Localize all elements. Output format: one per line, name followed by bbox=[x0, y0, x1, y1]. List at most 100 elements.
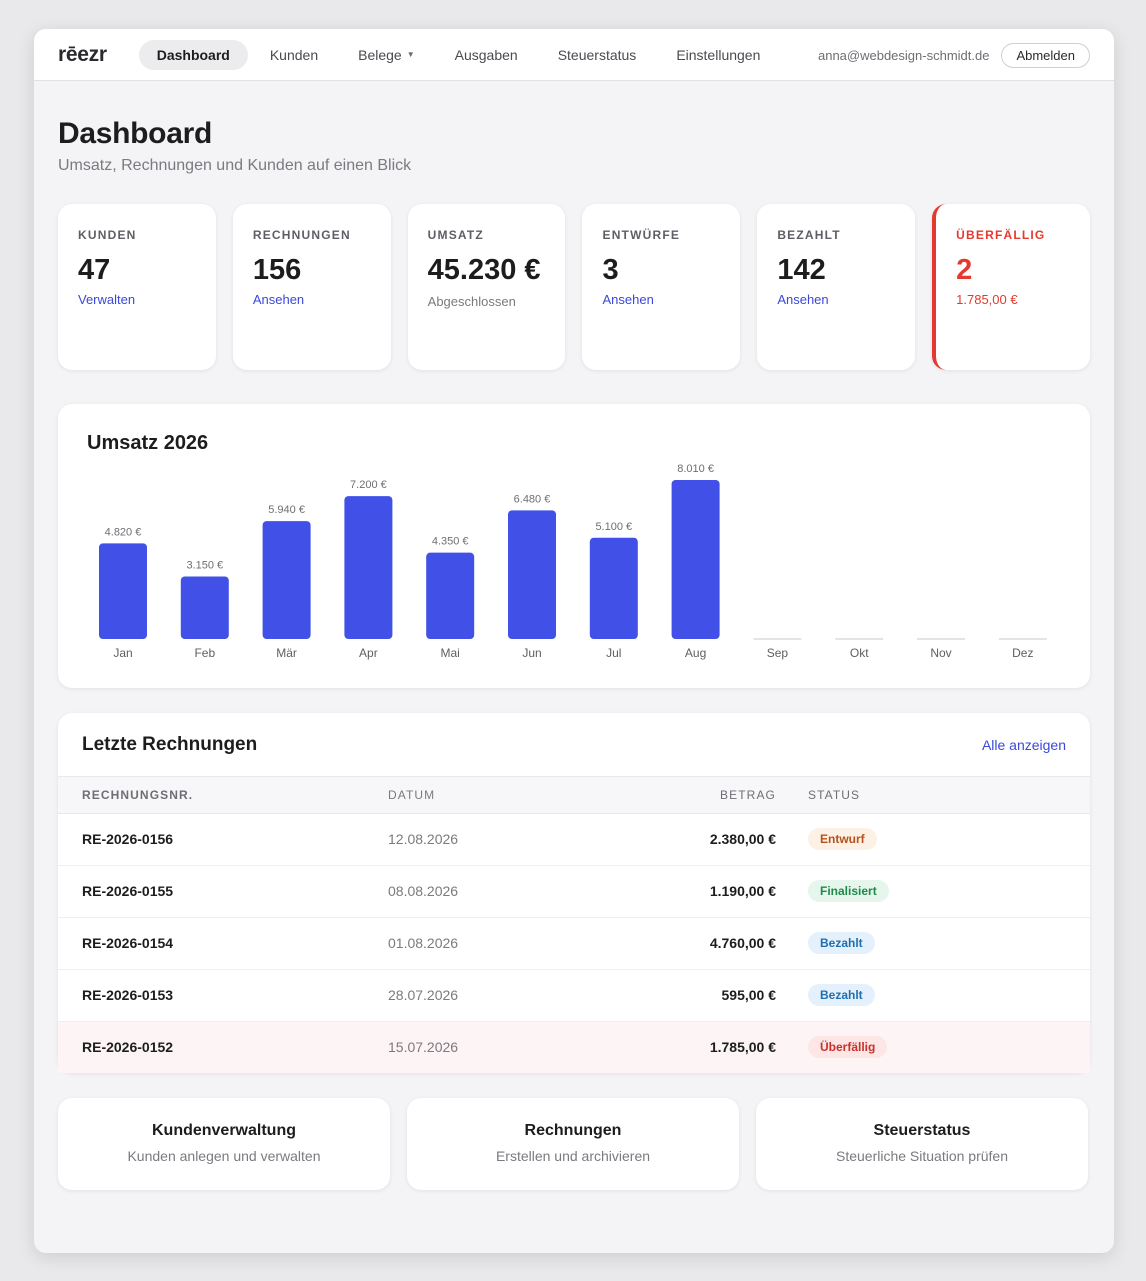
x-axis-label: Feb bbox=[194, 646, 215, 660]
table-row[interactable]: RE-2026-0153 28.07.2026 595,00 € Bezahlt bbox=[58, 969, 1090, 1022]
quick-links: Kundenverwaltung Kunden anlegen und verw… bbox=[58, 1098, 1090, 1190]
invoice-date: 15.07.2026 bbox=[388, 1021, 638, 1073]
stat-card-ueberfaellig: ÜBERFÄLLIG 2 1.785,00 € bbox=[932, 204, 1090, 370]
app-logo[interactable]: rēezr bbox=[58, 42, 107, 66]
stats-row: KUNDEN 47 Verwalten RECHNUNGEN 156 Anseh… bbox=[58, 204, 1090, 370]
stat-note: Abgeschlossen bbox=[427, 294, 516, 310]
bar-value-label: 4.820 € bbox=[105, 526, 142, 538]
invoice-date: 12.08.2026 bbox=[388, 813, 638, 866]
status-badge: Überfällig bbox=[808, 1036, 888, 1059]
page-subtitle: Umsatz, Rechnungen und Kunden auf einen … bbox=[58, 157, 412, 174]
bar-mär[interactable] bbox=[262, 521, 311, 639]
stat-link-verwalten[interactable]: Verwalten bbox=[78, 292, 136, 308]
invoice-amount: 2.380,00 € bbox=[638, 813, 808, 866]
invoice-amount: 4.760,00 € bbox=[638, 917, 808, 970]
status-badge: Bezahlt bbox=[808, 984, 875, 1006]
stat-link-ansehen[interactable]: Ansehen bbox=[777, 292, 829, 308]
table-row[interactable]: RE-2026-0156 12.08.2026 2.380,00 € Entwu… bbox=[58, 813, 1090, 866]
bar-value-label: 8.010 € bbox=[677, 463, 714, 475]
bar-feb[interactable] bbox=[180, 576, 229, 639]
bar-value-label: 7.200 € bbox=[350, 479, 387, 491]
bar-jun[interactable] bbox=[508, 510, 556, 639]
table-row[interactable]: RE-2026-0152 15.07.2026 1.785,00 € Überf… bbox=[58, 1021, 1090, 1073]
stat-card-umsatz: UMSATZ 45.230 € Abgeschlossen bbox=[407, 204, 566, 370]
bar-value-label: 3.150 € bbox=[186, 559, 223, 571]
nav-item-label: Belege bbox=[358, 46, 402, 63]
column-header-status[interactable]: STATUS bbox=[808, 777, 1090, 814]
invoice-number: RE-2026-0153 bbox=[58, 969, 388, 1022]
nav-item-einstellungen[interactable]: Einstellungen bbox=[658, 40, 778, 70]
show-all-link[interactable]: Alle anzeigen bbox=[981, 736, 1066, 753]
column-header-number[interactable]: RECHNUNGSNR. bbox=[58, 777, 388, 814]
table-row[interactable]: RE-2026-0155 08.08.2026 1.190,00 € Final… bbox=[58, 865, 1090, 918]
table-row[interactable]: RE-2026-0154 01.08.2026 4.760,00 € Bezah… bbox=[58, 917, 1090, 970]
stat-value: 2 bbox=[956, 254, 973, 286]
invoice-number: RE-2026-0154 bbox=[58, 917, 388, 970]
x-axis-label: Jan bbox=[113, 646, 132, 660]
status-badge: Bezahlt bbox=[808, 932, 875, 954]
bar-jan[interactable] bbox=[99, 543, 147, 639]
nav-item-label: Steuerstatus bbox=[557, 46, 637, 63]
stat-value: 142 bbox=[777, 254, 826, 286]
nav-item-kunden[interactable]: Kunden bbox=[252, 40, 336, 70]
nav-item-label: Dashboard bbox=[156, 46, 230, 63]
invoice-date: 28.07.2026 bbox=[388, 969, 638, 1022]
stat-label: ÜBERFÄLLIG bbox=[956, 228, 1046, 242]
tile-steuerstatus[interactable]: Steuerstatus Steuerliche Situation prüfe… bbox=[756, 1098, 1088, 1190]
stat-value: 3 bbox=[602, 254, 619, 286]
caret-down-icon: ▼ bbox=[406, 50, 415, 59]
nav-item-steuerstatus[interactable]: Steuerstatus bbox=[540, 40, 655, 70]
revenue-chart-card: 4.820 € Jan 3.150 € Feb 5.940 € Mär 7.200 € Apr… bbox=[58, 404, 1090, 688]
column-header-amount[interactable]: BETRAG bbox=[638, 777, 808, 814]
invoice-number: RE-2026-0156 bbox=[58, 813, 388, 866]
bar-apr[interactable] bbox=[344, 496, 393, 639]
column-header-date[interactable]: DATUM bbox=[388, 777, 638, 814]
bar-jul[interactable] bbox=[589, 537, 638, 639]
nav-item-label: Kunden bbox=[269, 46, 319, 63]
invoices-title: Letzte Rechnungen bbox=[82, 733, 258, 755]
bar-value-label: 6.480 € bbox=[514, 493, 551, 505]
x-axis-label: Jul bbox=[606, 646, 621, 660]
x-axis-label: Jun bbox=[522, 646, 541, 660]
x-axis-label: Apr bbox=[359, 646, 378, 660]
stat-card-bezahlt: BEZAHLT 142 Ansehen bbox=[757, 204, 916, 370]
invoice-date: 01.08.2026 bbox=[388, 917, 638, 970]
logout-button[interactable]: Abmelden bbox=[1001, 42, 1090, 68]
stat-value: 45.230 € bbox=[427, 254, 541, 286]
x-axis-label: Sep bbox=[767, 646, 789, 660]
stat-link-ansehen[interactable]: Ansehen bbox=[602, 292, 654, 308]
tile-title: Rechnungen bbox=[524, 1122, 622, 1139]
invoices-table: RECHNUNGSNR. DATUM BETRAG STATUS RE-2026… bbox=[58, 777, 1090, 1073]
invoice-date: 08.08.2026 bbox=[388, 865, 638, 918]
user-email: anna@webdesign-schmidt.de bbox=[817, 47, 990, 63]
bar-value-label: 5.100 € bbox=[595, 521, 632, 533]
nav-item-ausgaben[interactable]: Ausgaben bbox=[437, 40, 536, 70]
stat-label: RECHNUNGEN bbox=[252, 228, 351, 242]
revenue-bar-chart: 4.820 € Jan 3.150 € Feb 5.940 € Mär 7.200 € Apr… bbox=[99, 463, 1047, 660]
bar-aug[interactable] bbox=[671, 480, 720, 639]
invoices-header: Letzte Rechnungen Alle anzeigen bbox=[58, 713, 1090, 777]
x-axis-label: Aug bbox=[685, 646, 706, 660]
x-axis-label: Mär bbox=[276, 646, 297, 660]
top-navigation-bar: rēezr Dashboard Kunden Belege ▼ Ausgaben … bbox=[34, 29, 1114, 81]
stat-label: ENTWÜRFE bbox=[602, 228, 681, 242]
invoice-number: RE-2026-0155 bbox=[58, 865, 388, 918]
x-axis-label: Dez bbox=[1012, 646, 1033, 660]
bar-okt-empty bbox=[835, 638, 884, 640]
invoice-number: RE-2026-0152 bbox=[58, 1021, 388, 1073]
stat-card-rechnungen: RECHNUNGEN 156 Ansehen bbox=[232, 204, 391, 370]
stat-link-ansehen[interactable]: Ansehen bbox=[252, 292, 305, 308]
stat-label: KUNDEN bbox=[78, 228, 137, 242]
nav-item-dashboard[interactable]: Dashboard bbox=[138, 39, 248, 70]
invoice-amount: 1.190,00 € bbox=[638, 865, 808, 918]
tile-title: Steuerstatus bbox=[873, 1122, 971, 1139]
invoice-amount: 595,00 € bbox=[638, 969, 808, 1022]
bar-mai[interactable] bbox=[426, 552, 475, 639]
tile-kundenverwaltung[interactable]: Kundenverwaltung Kunden anlegen und verw… bbox=[58, 1098, 390, 1190]
bar-value-label: 4.350 € bbox=[432, 536, 469, 548]
main-nav: Dashboard Kunden Belege ▼ Ausgaben Steuer… bbox=[138, 39, 779, 70]
stat-value: 156 bbox=[252, 254, 302, 286]
tile-rechnungen[interactable]: Rechnungen Erstellen und archivieren bbox=[407, 1098, 739, 1190]
x-axis-label: Nov bbox=[930, 646, 951, 660]
nav-item-belege[interactable]: Belege ▼ bbox=[340, 40, 433, 70]
